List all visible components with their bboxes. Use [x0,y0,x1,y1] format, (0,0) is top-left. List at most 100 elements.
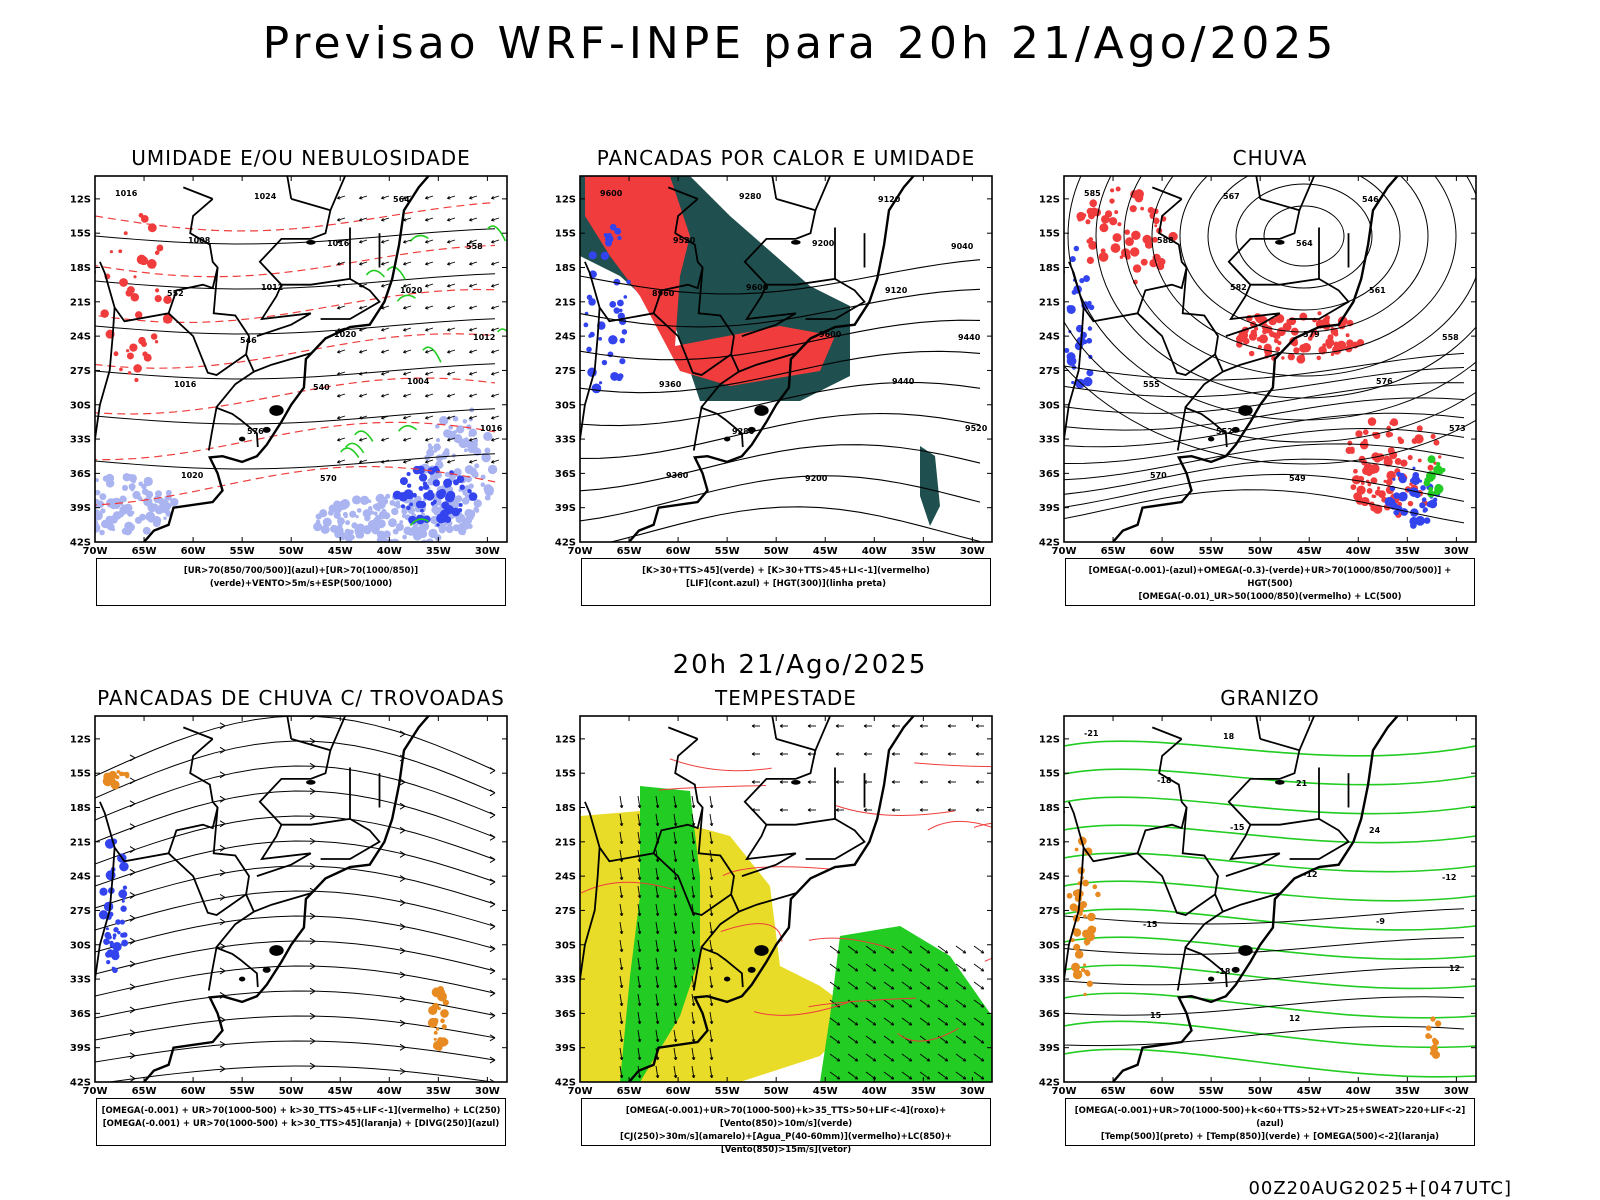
legend-granizo: [OMEGA(-0.001)+UR>70(1000-500)+k<60+TTS>… [1065,1098,1475,1146]
lat-tick-label: 42S [70,1078,91,1089]
lon-tick-label: 45W [328,546,353,557]
contour-label: 9360 [666,471,689,480]
lon-tick-label: 65W [132,546,157,557]
contour-label: 588 [1157,236,1174,245]
lon-tick-label: 50W [764,1086,789,1097]
panel-title: PANCADAS POR CALOR E UMIDADE [596,146,976,170]
lat-tick-label: 21S [70,837,91,848]
lat-tick-label: 18S [555,803,576,814]
contour-label: 1012 [261,283,283,292]
contour-label: 570 [320,474,337,483]
map-granizo: -21-18-15-12-91215182124-12-15-181212S15… [1039,715,1477,1097]
lat-tick-label: 39S [70,503,91,514]
lon-tick-label: 30W [475,1086,500,1097]
legend-line: [K>30+TTS>45](verde) + [K>30+TTS>45+LI<-… [642,566,930,576]
lat-tick-label: 33S [1039,435,1060,446]
lon-tick-label: 40W [377,1086,402,1097]
panel-pancadas-trovoadas: PANCADAS DE CHUVA C/ TROVOADAS 12S 15S 18S 2… [55,686,547,1156]
contour-label: 558 [1442,333,1459,342]
lon-tick-label: 55W [1199,1086,1224,1097]
contour-label: 1008 [188,236,211,245]
lon-tick-label: 70W [1052,1086,1077,1097]
contour-label: 24 [1369,826,1381,835]
map-chuva: 5855885825795765735705675645615585555525… [1039,175,1477,557]
lon-tick-label: 40W [1346,1086,1371,1097]
contour-label: -9 [1376,917,1385,926]
lat-tick-label: 24S [1039,872,1060,883]
lon-tick-label: 55W [1199,546,1224,557]
lon-tick-label: 40W [862,1086,887,1097]
lon-tick-label: 65W [1101,546,1126,557]
legend-line: [OMEGA(-0.001) + UR>70(1000-500) + k>30_… [101,1106,501,1116]
lat-tick-label: 27S [555,906,576,917]
lon-tick-label: 50W [279,1086,304,1097]
contour-label: 1016 [115,189,138,198]
legend-tempestade: [OMEGA(-0.001)+UR>70(1000-500)+k>35_TTS>… [581,1098,991,1155]
lon-tick-label: 45W [1297,546,1322,557]
contour-label: 9600 [746,283,769,292]
lon-tick-label: 45W [813,546,838,557]
contour-label: 546 [1362,195,1379,204]
lat-tick-label: 12S [1039,734,1060,745]
lon-tick-label: 30W [475,546,500,557]
contour-label: 21 [1296,779,1308,788]
lat-tick-label: 42S [555,1078,576,1089]
lat-tick-label: 24S [1039,332,1060,343]
lat-tick-label: 33S [555,975,576,986]
panel-title: CHUVA [1232,146,1308,170]
lat-tick-label: 27S [1039,366,1060,377]
lat-tick-label: 30S [70,400,91,411]
panel-title: GRANIZO [1220,686,1320,710]
legend-pancadas-trovoadas: [OMEGA(-0.001) + UR>70(1000-500) + k>30_… [96,1098,506,1146]
panel-title: TEMPESTADE [715,686,857,710]
contour-label: 540 [313,383,330,392]
lon-tick-label: 70W [83,546,108,557]
legend-chuva: [OMEGA(-0.001)-(azul)+OMEGA(-0.3)-(verde… [1065,558,1475,606]
contour-label: 576 [1376,377,1393,386]
lat-tick-label: 15S [70,769,91,780]
contour-label: 1004 [407,377,430,386]
panel-title: PANCADAS DE CHUVA C/ TROVOADAS [97,686,505,710]
lon-tick-label: 65W [617,546,642,557]
lat-tick-label: 12S [555,734,576,745]
contour-label: 9040 [951,242,974,251]
contour-label: 549 [1289,474,1306,483]
contour-label: 561 [1369,286,1386,295]
lon-tick-label: 55W [230,1086,255,1097]
panel-title: UMIDADE E/OU NEBULOSIDADE [131,146,471,170]
map-umidade: 1016 1008 1012 1020 1004 1016 1020 1024 1016 1020… [70,175,508,557]
contour-label: 8960 [652,289,675,298]
lon-tick-label: 60W [666,546,691,557]
lon-tick-label: 45W [813,1086,838,1097]
contour-label: 564 [1296,239,1313,248]
lat-tick-label: 27S [555,366,576,377]
lat-tick-label: 24S [555,332,576,343]
lon-tick-label: 65W [1101,1086,1126,1097]
contour-label: 570 [1150,471,1167,480]
lon-tick-label: 30W [960,1086,985,1097]
lon-tick-label: 35W [426,1086,451,1097]
lat-tick-label: 12S [70,734,91,745]
lat-tick-label: 12S [555,194,576,205]
lat-tick-label: 27S [70,906,91,917]
contour-label: 12 [1289,1014,1300,1023]
legend-line: [OMEGA(-0.01)_UR>50(1000/850)(vermelho) … [1138,592,1402,602]
lat-tick-label: 21S [555,297,576,308]
lat-tick-label: 30S [1039,400,1060,411]
legend-line: [OMEGA(-0.001)+UR>70(1000-500)+k<60+TTS>… [1074,1106,1466,1129]
contour-label: 1020 [334,330,357,339]
contour-label: 564 [393,195,410,204]
contour-label: 9520 [965,424,988,433]
panel-tempestade: TEMPESTADE 12S 15S 18S 21S 24S 27S 30S 33S 36S 39S… [540,686,1032,1156]
lat-tick-label: 12S [1039,194,1060,205]
lon-tick-label: 30W [960,546,985,557]
contour-label: 579 [1303,330,1320,339]
contour-label: 9520 [673,236,696,245]
lat-tick-label: 27S [70,366,91,377]
lat-tick-label: 18S [70,263,91,274]
contour-label: 18 [1223,732,1235,741]
contour-label: 9360 [659,380,682,389]
lat-tick-label: 39S [555,1043,576,1054]
lat-tick-label: 33S [1039,975,1060,986]
